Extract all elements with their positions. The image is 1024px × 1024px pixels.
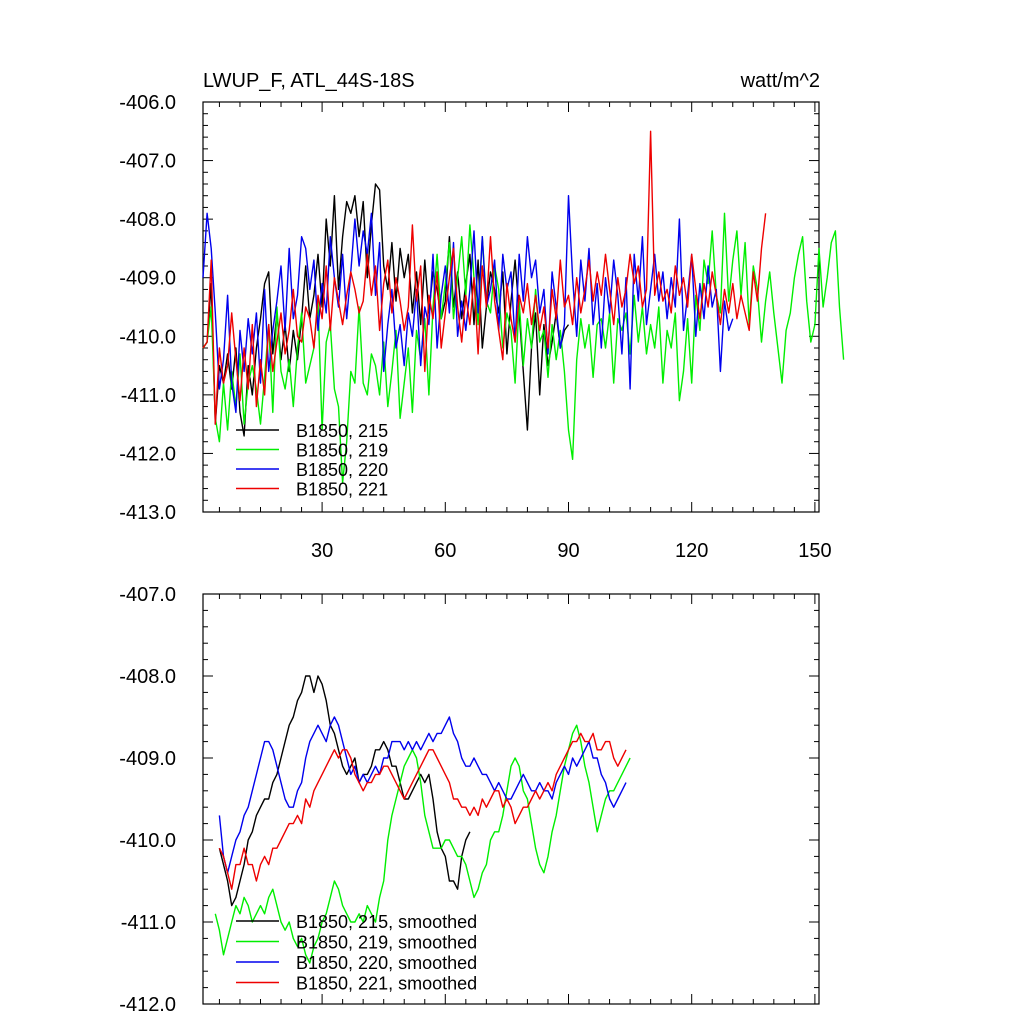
y-tick-label: -412.0 xyxy=(119,994,176,1016)
y-tick-label: -412.0 xyxy=(119,443,176,465)
bottom-chart: -407.0 -408.0 -409.0 -410.0 -411.0 -412.0 B185… xyxy=(119,584,820,1016)
y-tick-label: -411.0 xyxy=(121,385,176,407)
x-tick-label: 60 xyxy=(434,540,456,562)
y-tick-label: -408.0 xyxy=(119,209,176,231)
legend-label: B1850, 220 xyxy=(296,460,388,480)
y-tick-label: -407.0 xyxy=(119,584,176,606)
x-tick-label: 120 xyxy=(675,540,708,562)
y-tick-label: -409.0 xyxy=(119,748,176,770)
y-tick-label: -411.0 xyxy=(121,912,176,934)
y-tick-label: -408.0 xyxy=(119,666,176,688)
legend-label: B1850, 219, smoothed xyxy=(296,933,477,953)
plot-frame xyxy=(202,593,820,1005)
series-line-2 xyxy=(202,212,845,484)
legend-label: B1850, 220, smoothed xyxy=(296,953,477,973)
chart-title-left: LWUP_F, ATL_44S-18S xyxy=(203,70,415,92)
series-line-4 xyxy=(202,130,767,425)
y-tick-label: -406.0 xyxy=(119,92,176,114)
series-line-3 xyxy=(218,716,627,874)
y-tick-label: -413.0 xyxy=(119,502,176,524)
legend-label: B1850, 221, smoothed xyxy=(296,974,477,994)
legend-label: B1850, 215, smoothed xyxy=(296,912,477,932)
legend-label: B1850, 215 xyxy=(296,421,388,441)
legend-label: B1850, 219 xyxy=(296,441,388,461)
top-chart: LWUP_F, ATL_44S-18S watt/m^2 -406.0 -407.… xyxy=(119,70,845,562)
series-line-4 xyxy=(218,732,627,890)
y-tick-label: -409.0 xyxy=(119,268,176,290)
y-tick-label: -407.0 xyxy=(119,151,176,173)
x-tick-label: 90 xyxy=(557,540,579,562)
y-tick-label: -410.0 xyxy=(119,326,176,348)
series-line-1 xyxy=(218,675,471,907)
chart-title-right: watt/m^2 xyxy=(740,70,820,92)
plot-frame xyxy=(202,101,820,513)
x-tick-label: 30 xyxy=(311,540,333,562)
x-tick-label: 150 xyxy=(798,540,831,562)
legend-label: B1850, 221 xyxy=(296,480,388,500)
series-line-2 xyxy=(214,724,631,964)
y-tick-label: -410.0 xyxy=(119,830,176,852)
